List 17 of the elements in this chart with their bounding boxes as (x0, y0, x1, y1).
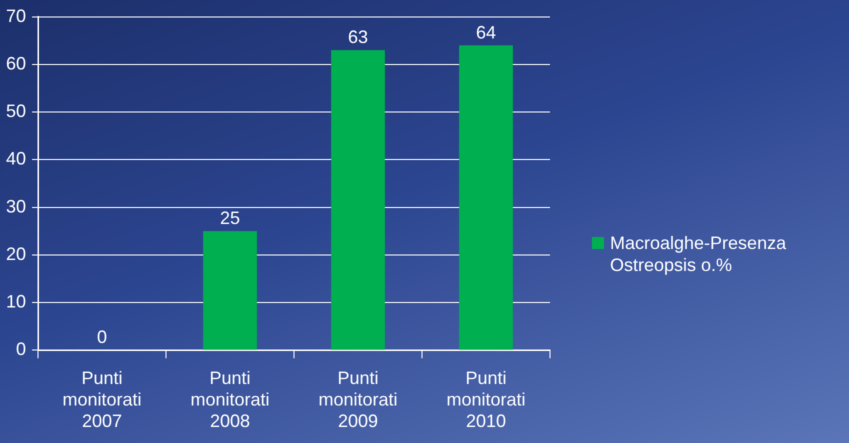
x-tick-label: Punti monitorati 2009 (318, 368, 398, 432)
legend-label: Macroalghe-Presenza Ostreopsis o.% (610, 232, 788, 276)
y-tick-label: 40 (6, 148, 26, 169)
y-tick-label: 60 (6, 53, 26, 74)
data-label: 64 (476, 22, 496, 42)
data-label: 25 (220, 208, 240, 228)
y-tick-label: 20 (6, 244, 26, 264)
x-tick-label: Punti monitorati 2008 (190, 368, 270, 432)
data-label: 63 (348, 27, 368, 48)
x-tick-label: Punti monitorati 2007 (62, 368, 142, 432)
y-tick-label: 10 (6, 292, 26, 312)
y-tick-label: 30 (6, 196, 26, 216)
y-tick-label: 70 (6, 6, 26, 26)
data-label: 0 (97, 327, 108, 348)
y-tick-label: 50 (6, 101, 26, 122)
x-tick-label: Punti monitorati 2010 (446, 368, 526, 432)
y-tick-label: 0 (16, 339, 26, 360)
